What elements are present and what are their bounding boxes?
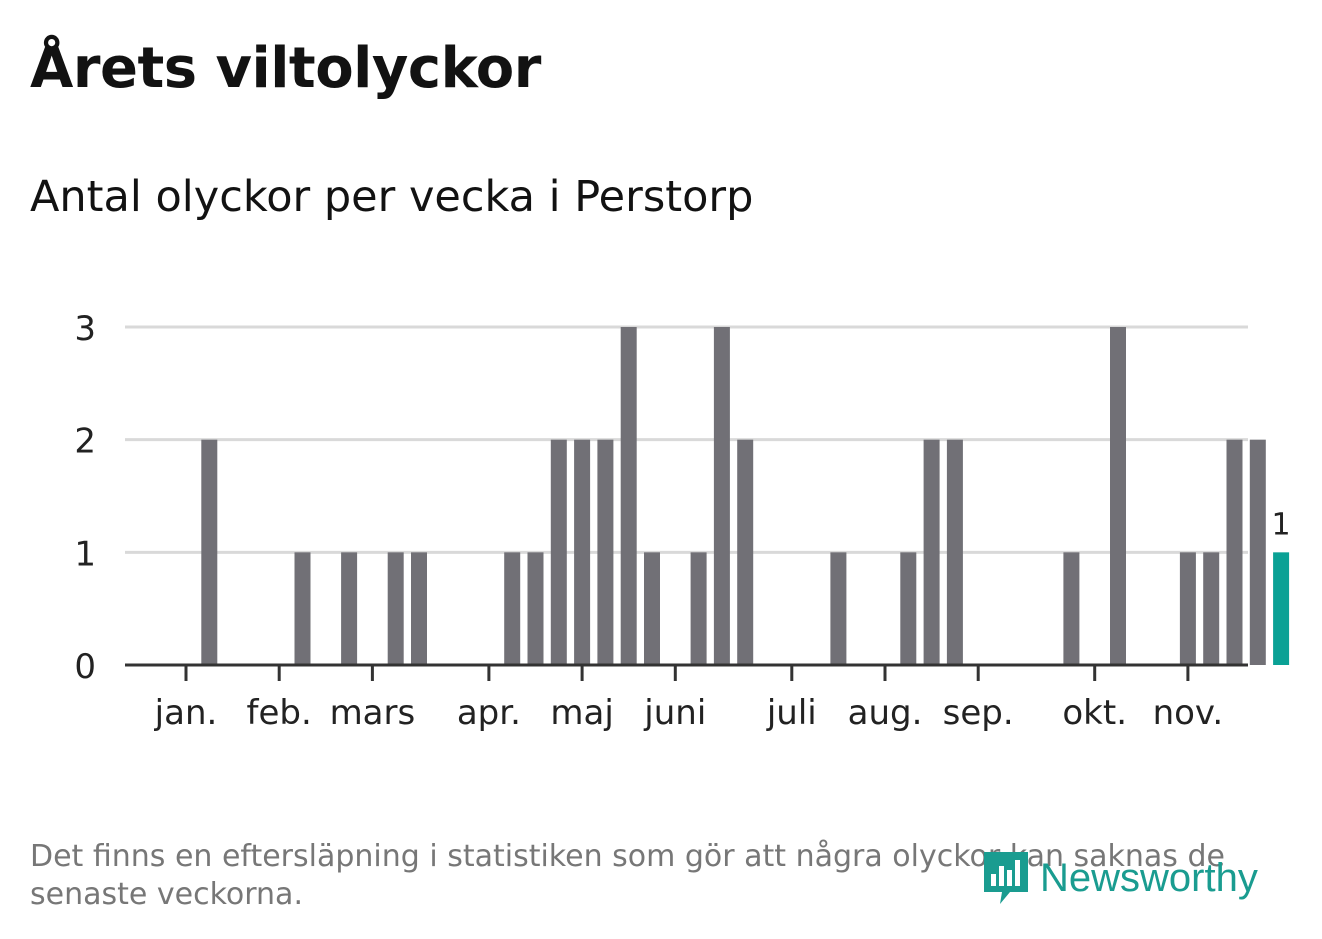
- y-tick-label: 1: [74, 534, 96, 574]
- x-tick-label: mars: [330, 693, 416, 733]
- bar: [294, 552, 311, 665]
- bar-chart-bubble-icon: [984, 852, 1028, 904]
- bar: [1110, 327, 1126, 665]
- x-tick-label: jan.: [154, 693, 218, 733]
- bar: [900, 552, 917, 665]
- bar: [690, 552, 707, 665]
- bar: [550, 439, 567, 665]
- bar: [620, 327, 637, 665]
- y-tick-label: 3: [74, 309, 96, 349]
- bar: [1203, 552, 1220, 665]
- bar: [387, 552, 404, 665]
- grid-lines: [125, 325, 1248, 554]
- bar-chart: 0 1 2 3 1 jan. feb. mars apr. maj juni juli aug. sep.…: [74, 309, 1290, 733]
- x-axis: [125, 663, 1248, 681]
- bar: [713, 327, 730, 665]
- x-tick-label: okt.: [1062, 693, 1127, 733]
- x-tick-label: feb.: [247, 693, 312, 733]
- x-tick-label: juli: [766, 693, 817, 733]
- x-tick-label: nov.: [1153, 693, 1224, 733]
- x-tick-label: aug.: [848, 693, 923, 733]
- bar: [644, 552, 660, 665]
- bar: [504, 552, 521, 665]
- bar: [1063, 552, 1080, 665]
- bar: [923, 439, 940, 665]
- x-tick-label: apr.: [457, 693, 521, 733]
- logo-text: Newsworthy: [1040, 855, 1258, 900]
- bar: [737, 439, 754, 665]
- bar: [946, 439, 963, 665]
- chart-title: Årets viltolyckor: [30, 36, 541, 101]
- bars: [201, 327, 1290, 665]
- chart-subtitle: Antal olyckor per vecka i Perstorp: [30, 172, 754, 222]
- bar: [1226, 439, 1243, 665]
- y-tick-label: 2: [74, 422, 96, 462]
- y-tick-label: 0: [74, 647, 96, 687]
- bar: [830, 552, 847, 665]
- bar: [597, 439, 614, 665]
- bar-highlight: [1273, 552, 1290, 665]
- bar: [411, 552, 427, 665]
- newsworthy-logo: Newsworthy: [980, 848, 1258, 908]
- bar: [1179, 552, 1196, 665]
- bar-data-label: 1: [1272, 507, 1291, 542]
- bar: [201, 439, 218, 665]
- bar: [341, 552, 358, 665]
- axis-labels: 0 1 2 3 1 jan. feb. mars apr. maj juni juli aug. sep.…: [74, 309, 1290, 733]
- bar: [527, 552, 544, 665]
- bar: [1249, 439, 1266, 665]
- bar: [574, 439, 591, 665]
- x-tick-label: maj: [550, 693, 613, 733]
- x-tick-label: juni: [643, 693, 706, 733]
- x-tick-label: sep.: [943, 693, 1014, 733]
